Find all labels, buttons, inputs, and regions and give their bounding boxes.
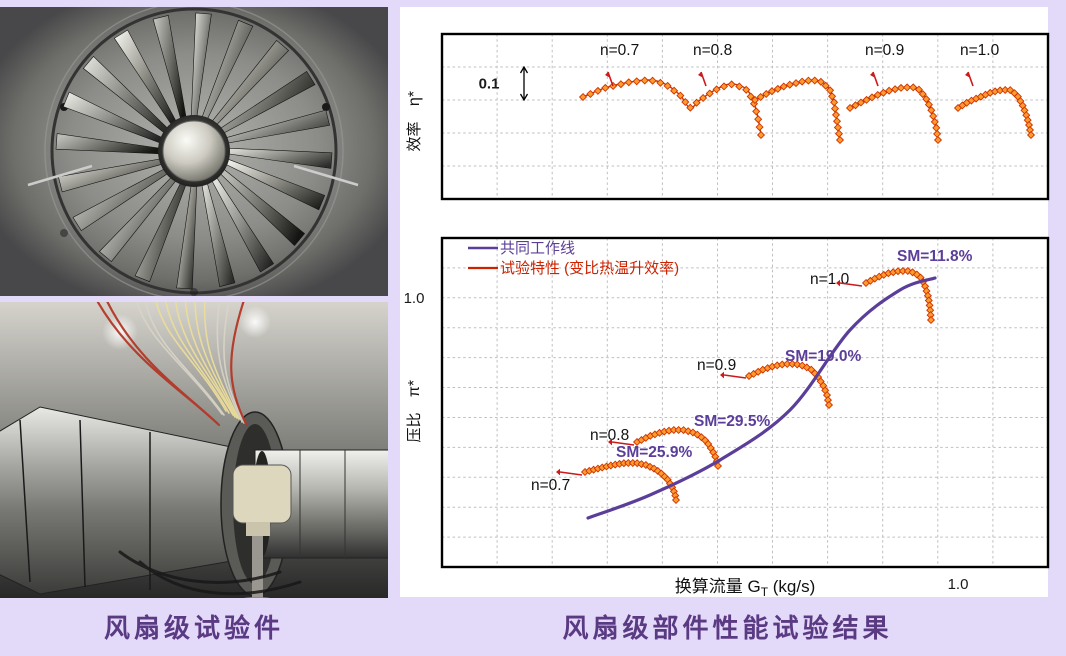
- svg-text:效率: 效率: [406, 121, 423, 151]
- svg-text:n=0.9: n=0.9: [697, 357, 736, 374]
- svg-text:n=0.7: n=0.7: [531, 477, 570, 494]
- svg-text:SM=29.5%: SM=29.5%: [694, 413, 770, 430]
- svg-text:n=0.9: n=0.9: [865, 42, 904, 59]
- svg-text:η*: η*: [406, 91, 423, 106]
- svg-text:SM=19.0%: SM=19.0%: [785, 348, 861, 365]
- svg-text:换算流量 GT (kg/s): 换算流量 GT (kg/s): [675, 577, 816, 599]
- svg-text:压比: 压比: [406, 412, 423, 442]
- svg-text:SM=11.8%: SM=11.8%: [897, 248, 973, 265]
- svg-text:π*: π*: [406, 380, 423, 397]
- svg-text:共同工作线: 共同工作线: [500, 240, 575, 257]
- svg-text:1.0: 1.0: [404, 290, 425, 307]
- svg-text:1.0: 1.0: [948, 576, 969, 593]
- svg-text:SM=25.9%: SM=25.9%: [616, 444, 692, 461]
- svg-text:n=0.8: n=0.8: [693, 42, 732, 59]
- svg-text:n=1.0: n=1.0: [960, 42, 1000, 59]
- svg-text:n=0.7: n=0.7: [600, 42, 639, 59]
- svg-text:0.1: 0.1: [479, 76, 500, 93]
- svg-text:n=1.0: n=1.0: [810, 271, 850, 288]
- svg-text:试验特性 (变比热温升效率): 试验特性 (变比热温升效率): [500, 260, 679, 277]
